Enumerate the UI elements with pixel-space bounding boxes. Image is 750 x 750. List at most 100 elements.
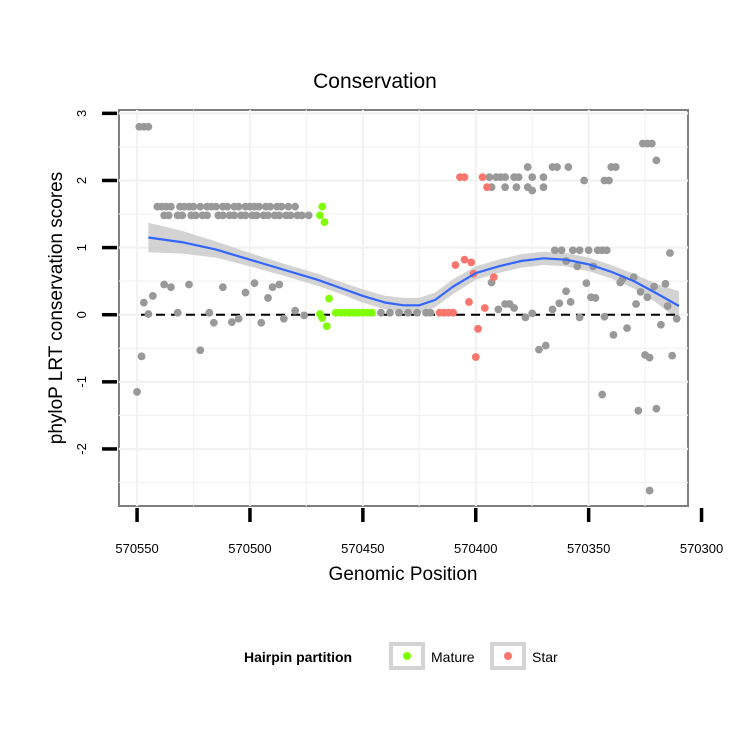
point-other	[632, 300, 640, 308]
point-other	[185, 280, 193, 289]
y-tick-label: -1	[74, 376, 89, 388]
point-other	[539, 183, 548, 192]
point-other	[582, 279, 591, 288]
point-other	[395, 308, 403, 317]
smooth-trend-line	[148, 236, 680, 307]
point-other	[275, 211, 284, 220]
point-other	[160, 280, 169, 289]
y-axis: 3 2 1 0 -1 -2	[74, 110, 117, 455]
point-other	[191, 211, 200, 220]
point-other	[575, 246, 584, 255]
point-other	[611, 163, 620, 171]
point-other	[167, 202, 175, 211]
x-tick-label: 570400	[454, 541, 497, 556]
point-other	[501, 183, 510, 192]
point-other	[275, 280, 284, 289]
point-other	[523, 163, 532, 171]
point-star	[465, 298, 473, 306]
grid-lines	[119, 110, 688, 506]
x-axis: 570550 570500 570450 570400 570350 570300	[115, 508, 723, 556]
legend-key-star	[490, 642, 526, 670]
point-other	[164, 211, 173, 220]
point-other	[605, 176, 613, 185]
point-star	[467, 258, 476, 267]
point-other	[553, 163, 561, 171]
point-other	[241, 288, 250, 297]
point-other	[645, 486, 654, 495]
point-star	[478, 173, 487, 182]
point-other	[218, 211, 227, 220]
point-other	[512, 183, 521, 192]
point-other	[510, 304, 519, 312]
point-other	[257, 318, 266, 327]
x-tick-label: 570500	[228, 541, 271, 556]
y-tick-label: 1	[74, 244, 89, 251]
point-other	[645, 353, 654, 362]
point-other	[230, 211, 239, 220]
point-other	[636, 287, 645, 296]
point-other	[139, 298, 148, 307]
point-other	[167, 283, 175, 292]
point-other	[223, 202, 232, 211]
point-other	[173, 308, 182, 317]
point-mature	[318, 202, 327, 211]
point-other	[279, 314, 288, 323]
point-mature	[325, 294, 333, 303]
smooth-line	[148, 236, 680, 307]
point-other	[650, 282, 659, 291]
point-other	[196, 202, 205, 211]
point-other	[672, 314, 681, 323]
point-star	[471, 353, 480, 361]
point-other	[598, 390, 607, 399]
point-mature	[318, 314, 327, 322]
point-other	[584, 246, 593, 255]
point-other	[137, 352, 146, 361]
point-other	[264, 294, 272, 302]
point-other	[535, 345, 543, 354]
point-other	[178, 211, 187, 220]
point-other	[426, 308, 435, 317]
point-other	[568, 246, 577, 255]
point-other	[148, 292, 157, 300]
point-star	[460, 255, 469, 264]
point-other	[501, 173, 510, 182]
point-mature	[316, 211, 324, 220]
point-other	[602, 246, 611, 255]
point-other	[286, 211, 295, 220]
point-other	[514, 173, 523, 182]
point-star	[449, 308, 458, 317]
point-other	[557, 246, 566, 255]
point-other	[528, 173, 537, 182]
data-points	[133, 122, 681, 495]
point-other	[652, 156, 661, 165]
x-tick-label: 570300	[680, 541, 723, 556]
point-other	[600, 312, 609, 321]
scatter-plot: 570550 570500 570450 570400 570350 570300 3 2 1…	[46, 109, 723, 585]
point-other	[218, 283, 227, 292]
point-other	[634, 406, 643, 415]
y-axis-label: phyloP LRT conservation scores	[46, 172, 67, 445]
point-other	[133, 387, 141, 396]
point-other	[668, 351, 677, 360]
point-other	[241, 211, 250, 220]
point-other	[250, 279, 259, 288]
point-other	[291, 202, 300, 211]
point-other	[284, 202, 293, 211]
point-other	[144, 310, 153, 318]
point-star	[489, 273, 498, 282]
y-tick-label: -2	[74, 443, 89, 455]
point-other	[550, 246, 559, 255]
point-other	[203, 211, 211, 220]
point-other	[528, 186, 537, 195]
point-other	[413, 308, 421, 317]
point-other	[666, 249, 674, 257]
y-tick-label: 0	[74, 311, 89, 318]
point-other	[234, 202, 243, 211]
legend-title: Hairpin partition	[244, 649, 353, 665]
legend-label-star: Star	[532, 649, 558, 665]
point-star	[474, 324, 482, 333]
point-other	[205, 308, 214, 317]
legend: Hairpin partition Mature Star	[0, 640, 750, 676]
point-other	[521, 313, 530, 322]
point-other	[277, 202, 286, 211]
